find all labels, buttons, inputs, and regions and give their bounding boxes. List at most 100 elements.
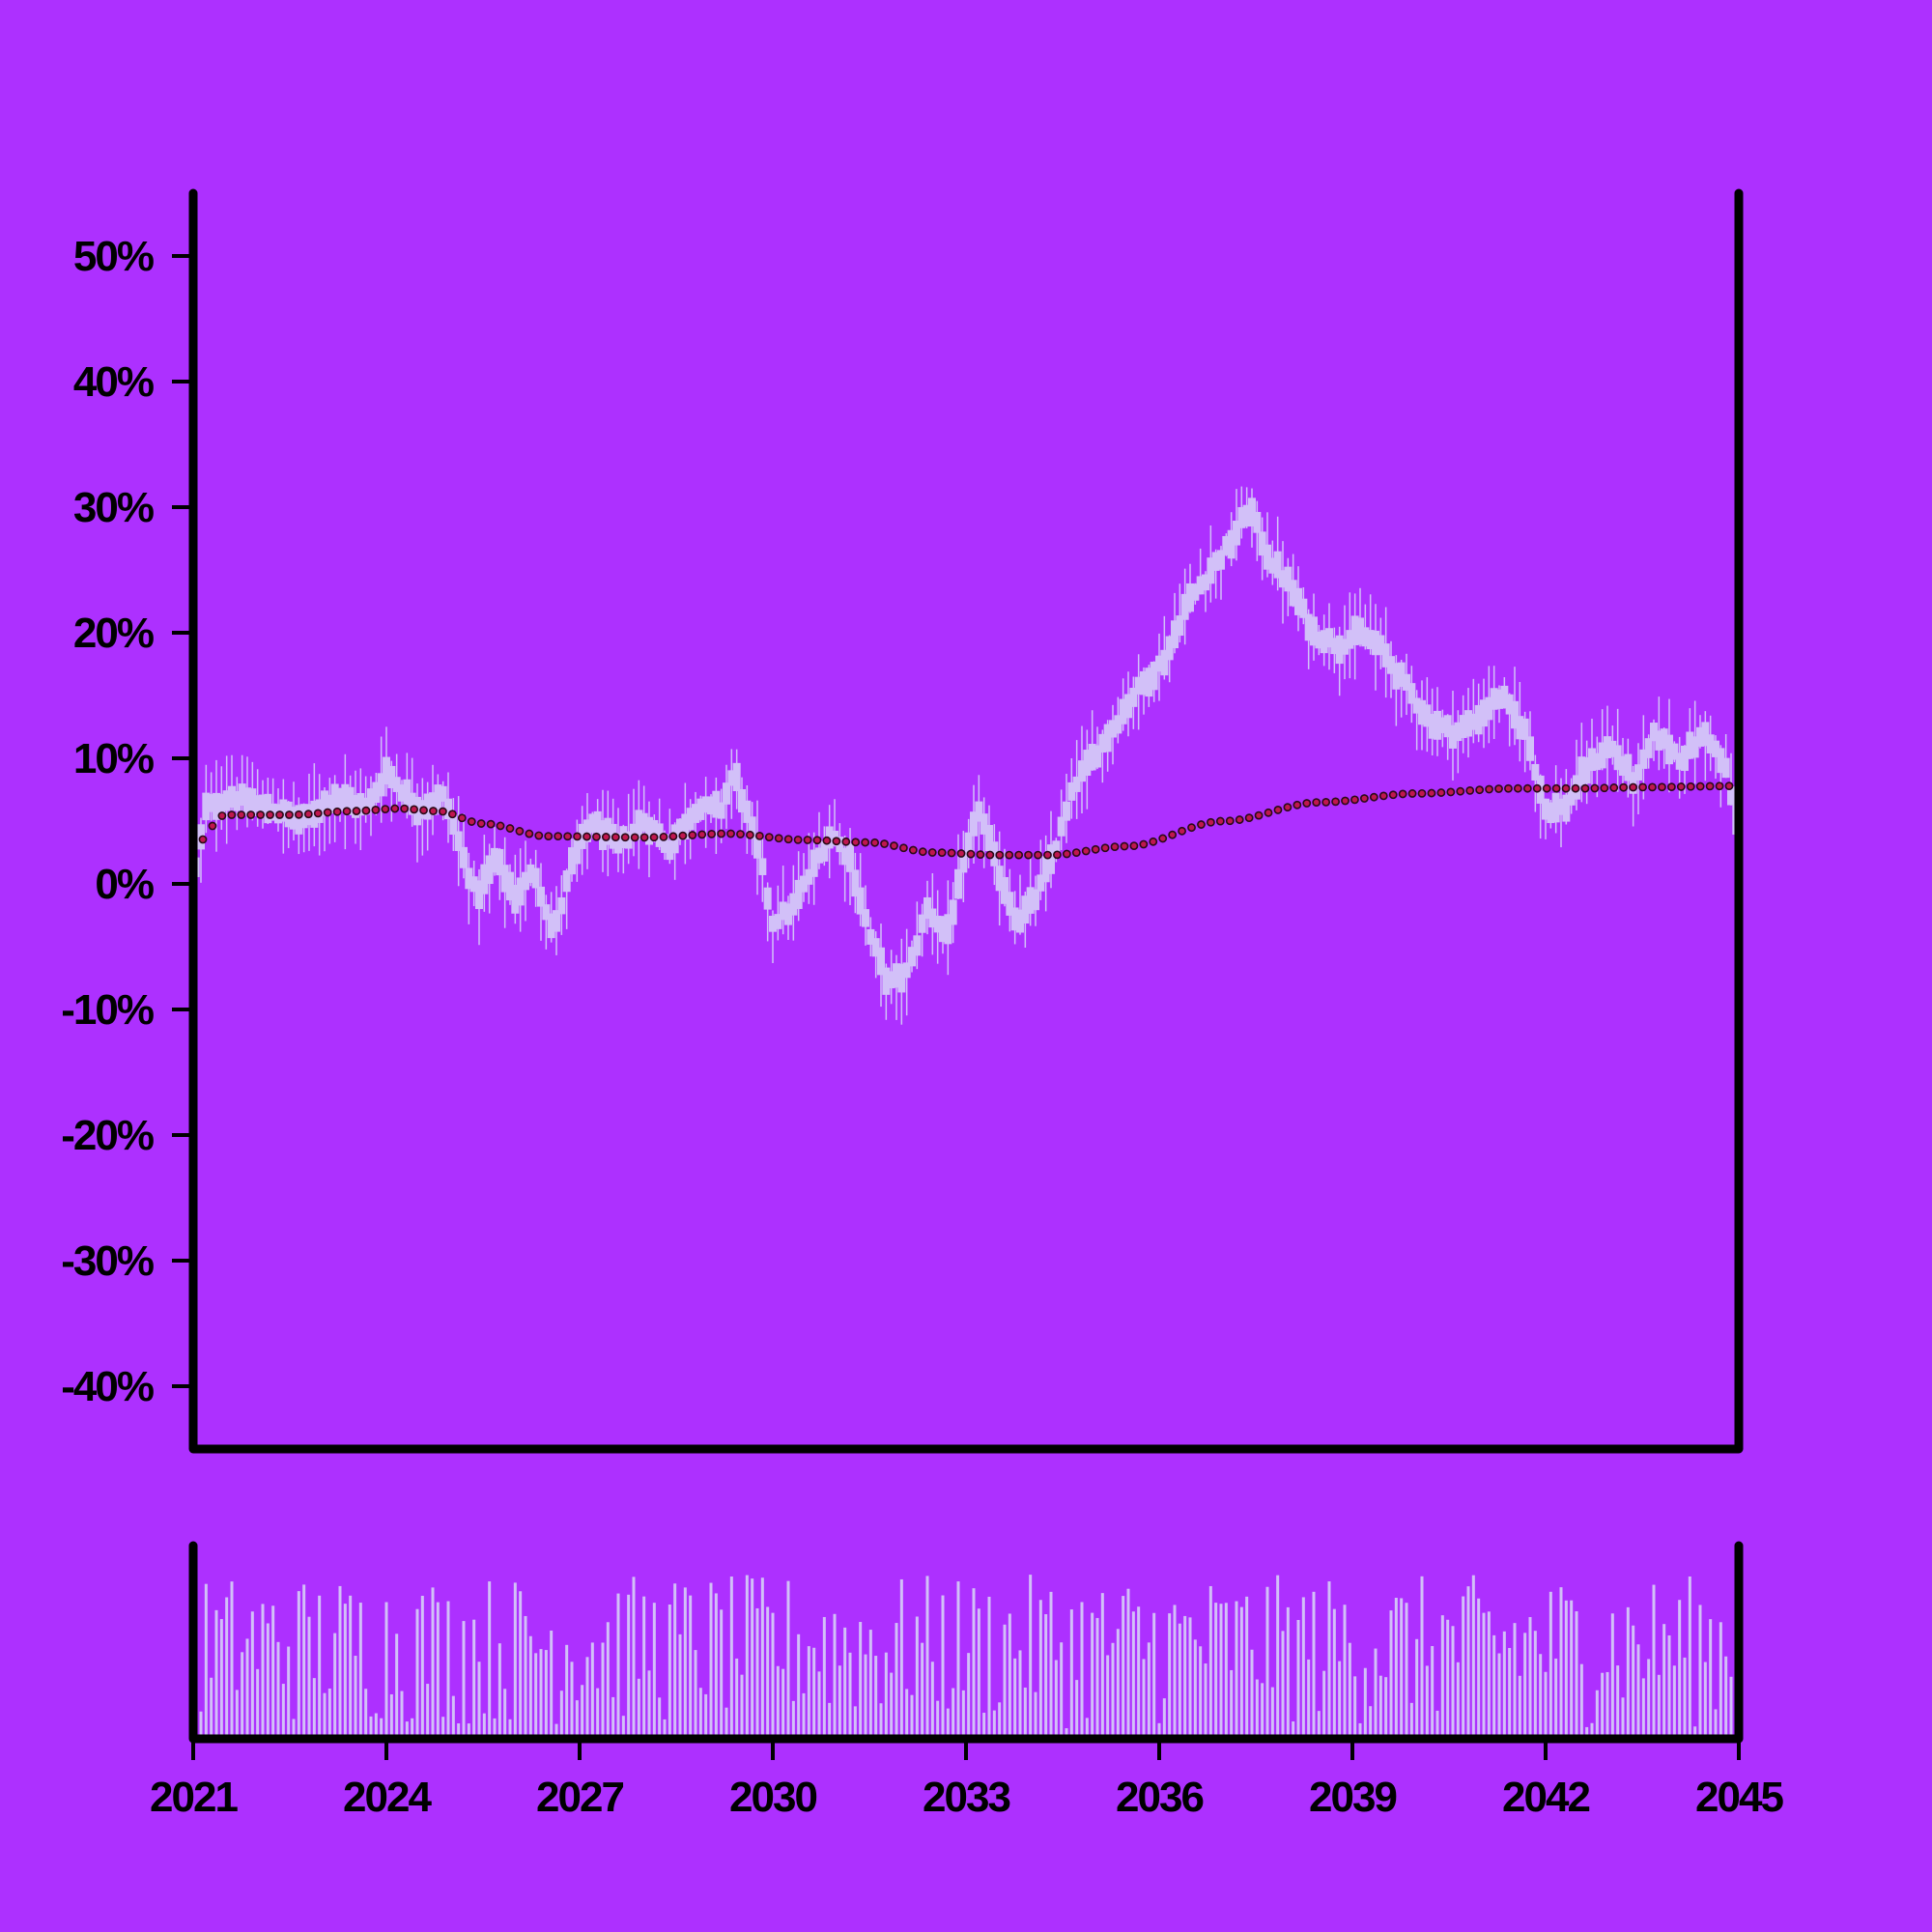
volume-bar (1678, 1600, 1682, 1739)
volume-bar (219, 1619, 223, 1739)
volume-bar (1539, 1654, 1543, 1739)
candle-body (1712, 740, 1719, 757)
candle-body (985, 824, 993, 852)
trend-point (966, 849, 976, 859)
candle-body (460, 846, 468, 868)
volume-bar (1440, 1615, 1444, 1739)
volume-bar (318, 1595, 322, 1739)
trend-point (822, 836, 832, 845)
trend-point (1359, 794, 1369, 803)
candle-body (408, 792, 416, 815)
trend-point (851, 838, 861, 847)
volume-bar (1724, 1656, 1728, 1739)
volume-bar (1312, 1591, 1316, 1739)
candle-body (701, 796, 710, 813)
candle-body (1418, 699, 1426, 725)
x-tick-label: 2021 (150, 1774, 238, 1821)
candle-body (1520, 718, 1529, 740)
candle-body (1016, 909, 1024, 933)
candle-body (995, 866, 1004, 892)
volume-bar (1508, 1647, 1512, 1739)
volume-bar (952, 1688, 955, 1739)
candle-body (248, 788, 257, 816)
volume-bar (581, 1685, 584, 1739)
trend-point (592, 832, 601, 841)
trend-point (659, 832, 668, 841)
volume-bar (843, 1627, 847, 1739)
volume-bar (1518, 1675, 1521, 1739)
volume-bar (1621, 1697, 1625, 1739)
volume-bar (1353, 1676, 1357, 1739)
candle-body (908, 947, 916, 967)
volume-bar (539, 1649, 543, 1739)
trend-point (525, 829, 534, 838)
volume-bar (1296, 1619, 1300, 1739)
volume-bar (1075, 1680, 1079, 1739)
volume-bar (936, 1700, 940, 1739)
volume-bar (632, 1577, 636, 1739)
volume-bar (1683, 1657, 1687, 1739)
volume-bar (266, 1623, 270, 1739)
trend-point (861, 838, 870, 847)
candle-body (1191, 583, 1200, 601)
volume-bar (1060, 1642, 1064, 1739)
volume-bar (879, 1703, 883, 1739)
trend-point (688, 831, 697, 839)
x-tick-label: 2036 (1116, 1774, 1203, 1821)
volume-bar (1709, 1619, 1713, 1739)
candle-body (1454, 722, 1463, 742)
candle-body (361, 797, 370, 815)
volume-bar (287, 1646, 291, 1739)
volume-bar (1261, 1683, 1264, 1739)
y-tick-label: 40% (73, 358, 154, 406)
trend-point (793, 835, 803, 844)
y-tick-label: -10% (61, 986, 154, 1034)
volume-bar (457, 1723, 461, 1739)
candle-body (789, 893, 798, 916)
trend-point (1024, 850, 1033, 860)
volume-bar (1636, 1644, 1640, 1739)
trend-point (1341, 796, 1350, 806)
candle-body (500, 865, 509, 893)
candle-body (1443, 715, 1452, 738)
trend-point (918, 847, 927, 857)
volume-bar (411, 1718, 414, 1739)
candle-body (475, 880, 483, 910)
volume-bar (1348, 1642, 1351, 1739)
candle-body (614, 833, 622, 854)
trend-point (611, 833, 620, 842)
trend-point (870, 838, 879, 847)
volume-bar (987, 1596, 991, 1739)
candle-body (1624, 753, 1633, 781)
candle-body (1526, 736, 1534, 761)
trend-point (410, 805, 419, 814)
candle-body (1310, 616, 1318, 646)
candle-body (228, 785, 236, 808)
candle-body (939, 916, 947, 943)
candle-body (1542, 798, 1549, 820)
trend-point (1225, 816, 1235, 826)
trend-point (217, 811, 227, 820)
candle-body (1397, 662, 1406, 688)
volume-bar (210, 1677, 213, 1739)
volume-bar (1378, 1675, 1382, 1739)
candle-body (377, 773, 385, 797)
candle-body (1665, 734, 1673, 765)
candle-body (732, 762, 741, 792)
candle-body (727, 770, 736, 786)
volume-bar (817, 1671, 821, 1739)
candle-body (469, 876, 478, 893)
candle-body (758, 858, 767, 875)
volume-bar (910, 1694, 914, 1739)
candle-body (1505, 694, 1514, 715)
candle-body (553, 910, 560, 932)
volume-bar (1193, 1639, 1197, 1739)
volume-bar (534, 1653, 538, 1739)
volume-bar (482, 1713, 486, 1739)
volume-bar (333, 1633, 337, 1739)
candle-body (1490, 688, 1498, 710)
trend-point (601, 833, 611, 841)
trend-point (1705, 781, 1715, 791)
volume-bar (797, 1634, 801, 1739)
candle-body (330, 783, 339, 812)
